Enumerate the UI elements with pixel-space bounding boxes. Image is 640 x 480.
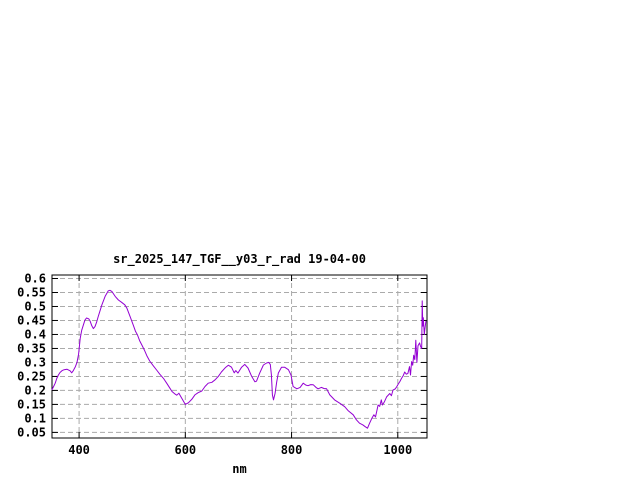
y-tick-label: 0.15 (17, 397, 46, 411)
radiance-curve (51, 289, 427, 429)
x-tick-label: 400 (68, 443, 90, 457)
y-tick-label: 0.35 (17, 341, 46, 355)
chart-title: sr_2025_147_TGF__y03_r_rad 19-04-00 (113, 252, 366, 267)
y-tick-label: 0.6 (24, 271, 46, 285)
tick-labels: 0.050.10.150.20.250.30.350.40.450.50.550… (17, 271, 412, 457)
y-tick-label: 0.2 (24, 383, 46, 397)
plot-border (51, 274, 428, 439)
x-axis-label: nm (232, 462, 246, 476)
y-tick-label: 0.45 (17, 313, 46, 327)
y-tick-label: 0.3 (24, 355, 46, 369)
x-tick-label: 600 (174, 443, 196, 457)
y-tick-label: 0.25 (17, 369, 46, 383)
y-tick-label: 0.55 (17, 285, 46, 299)
x-tick-label: 800 (281, 443, 303, 457)
y-tick-label: 0.05 (17, 425, 46, 439)
grid-layer (52, 275, 427, 438)
y-tick-label: 0.5 (24, 299, 46, 313)
tick-marks (52, 275, 427, 438)
y-tick-label: 0.4 (24, 327, 46, 341)
y-tick-label: 0.1 (24, 411, 46, 425)
x-tick-label: 1000 (383, 443, 412, 457)
